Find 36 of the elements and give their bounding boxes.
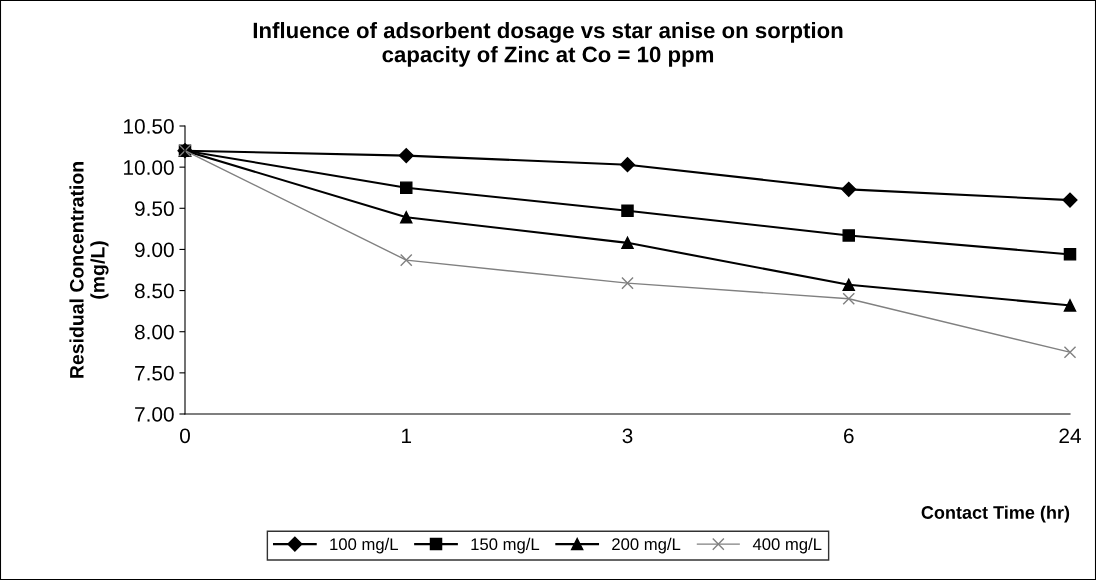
y-tick-label: 8.50 <box>134 283 174 299</box>
legend-label: 150 mg/L <box>471 537 540 554</box>
y-axis-title: Residual Concentration (mg/L) <box>69 162 109 378</box>
x-tick-label: 24 <box>1059 428 1081 443</box>
point <box>399 211 413 224</box>
point <box>621 204 634 218</box>
chart-title: Influence of adsorbent dosage vs star anise on sorption capacity of Zinc at Co = 10 ppm <box>253 22 843 67</box>
point <box>621 276 634 290</box>
point <box>399 253 413 267</box>
point <box>842 292 856 306</box>
point <box>842 278 856 292</box>
point <box>842 229 856 242</box>
y-tick-label: 10.00 <box>124 160 174 175</box>
y-tick-label: 7.00 <box>135 407 174 422</box>
point <box>1063 299 1077 312</box>
x-axis-title: Contact Time (hr) <box>921 505 1070 523</box>
point <box>1063 248 1077 261</box>
legend-label: 200 mg/L <box>612 537 681 554</box>
y-tick-label: 9.00 <box>135 242 174 258</box>
legend-label: 100 mg/L <box>330 537 398 554</box>
x-tick-label: 1 <box>402 428 412 443</box>
point <box>1063 346 1077 359</box>
y-tick-label: 7.50 <box>135 365 174 381</box>
x-tick-label: 3 <box>622 428 633 444</box>
legend-label: 400 mg/L <box>752 537 822 554</box>
point <box>399 181 413 194</box>
point <box>621 236 634 250</box>
x-tick-label: 6 <box>844 428 854 444</box>
point <box>841 181 857 197</box>
point <box>619 157 636 173</box>
y-tick-label: 9.50 <box>135 201 174 217</box>
x-tick-label: 0 <box>180 428 190 444</box>
y-tick-label: 8.00 <box>134 324 174 340</box>
point <box>1062 192 1078 208</box>
y-tick-label: 10.50 <box>124 119 174 134</box>
point <box>398 148 414 164</box>
